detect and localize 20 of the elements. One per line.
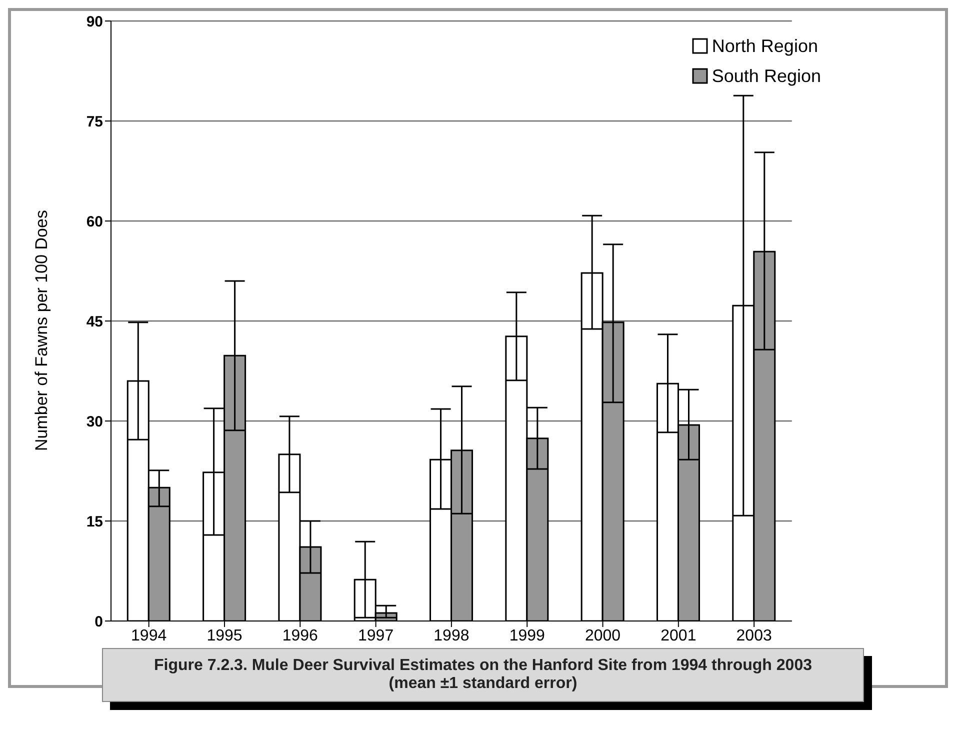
- x-tick-label: 2000: [584, 627, 621, 644]
- x-tick-label: 1994: [131, 627, 167, 644]
- legend-label: North Region: [712, 35, 818, 58]
- y-tick-label: 75: [86, 113, 103, 130]
- y-tick-label: 60: [86, 213, 103, 230]
- x-tick-label: 1999: [509, 627, 546, 644]
- x-tick-label: 1998: [434, 627, 470, 644]
- x-tick-label: 1995: [206, 627, 242, 644]
- y-tick-label: 0: [94, 613, 103, 630]
- y-tick-label: 15: [86, 513, 103, 530]
- x-tick-label: 1996: [282, 627, 318, 644]
- legend-label: South Region: [712, 65, 821, 88]
- y-tick-label: 90: [86, 13, 103, 30]
- x-tick-label: 2001: [660, 627, 696, 644]
- caption: Figure 7.2.3. Mule Deer Survival Estimates on the Hanford Site from 1994 through 2003 (mean ±1 standard error): [102, 648, 864, 702]
- x-tick-label: 2003: [736, 627, 772, 644]
- x-tick-label: 1997: [358, 627, 394, 644]
- y-tick-label: 30: [86, 413, 103, 430]
- y-axis-title: Number of Fawns per 100 Does: [32, 210, 52, 451]
- y-tick-label: 45: [86, 313, 103, 330]
